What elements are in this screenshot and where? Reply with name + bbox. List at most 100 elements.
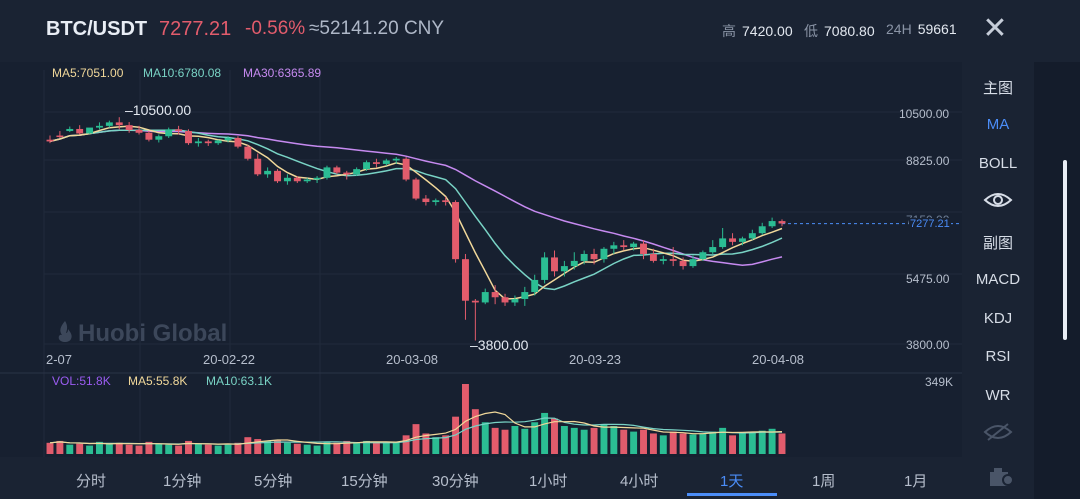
chart-area[interactable]	[0, 62, 962, 457]
tab-1w[interactable]: 1周	[812, 473, 836, 490]
volume-bar	[610, 426, 618, 454]
volume-bar	[560, 426, 568, 454]
volume-bar	[254, 439, 262, 454]
candle-body	[461, 259, 469, 301]
volume-bar	[372, 441, 380, 454]
volume-bar	[649, 433, 657, 454]
volume-bar	[758, 430, 766, 454]
candle-body	[234, 137, 242, 147]
candle-body	[551, 257, 558, 272]
tab-1d[interactable]: 1天	[720, 473, 744, 490]
date-axis-label: 20-04-08	[752, 352, 805, 367]
volume-bar	[224, 444, 232, 454]
candle-body	[570, 260, 578, 267]
volume-bar	[175, 445, 183, 454]
volume-bar	[145, 441, 153, 454]
indicator-kdj[interactable]: KDJ	[983, 310, 1013, 327]
volume-bar	[719, 427, 727, 454]
price-change: -0.56%	[245, 18, 306, 39]
volume-bar	[461, 384, 469, 454]
date-axis-label: 2-07	[46, 352, 73, 367]
volume-bar	[570, 427, 578, 454]
tab-time[interactable]: 分时	[76, 473, 107, 490]
huobi-logo-icon	[58, 321, 72, 342]
close-icon[interactable]: ✕	[982, 12, 1008, 45]
tab-30min[interactable]: 30分钟	[432, 473, 479, 490]
volume-bar	[778, 433, 786, 454]
volume-bar	[66, 444, 74, 454]
candle-body	[372, 162, 380, 164]
ma5-line	[49, 125, 783, 300]
candle-body	[748, 233, 756, 239]
price-axis-label: 3800.00	[906, 338, 950, 352]
tab-5min[interactable]: 5分钟	[254, 473, 293, 490]
low-value: 7080.80	[824, 23, 875, 39]
volume-bar	[313, 445, 321, 454]
tab-15min[interactable]: 15分钟	[341, 473, 388, 490]
indicator-ma[interactable]: MA	[986, 116, 1010, 133]
volume-bar	[115, 442, 123, 454]
settings-icon[interactable]	[988, 464, 1014, 488]
candle-body	[560, 266, 568, 272]
candle-body	[471, 300, 479, 303]
tab-1min[interactable]: 1分钟	[163, 473, 202, 490]
candle-body	[719, 238, 727, 248]
indicator-wr[interactable]: WR	[985, 387, 1011, 404]
candle-body	[501, 297, 509, 303]
indicator-macd[interactable]: MACD	[975, 271, 1021, 288]
eye-icon[interactable]	[962, 190, 1034, 214]
candle-body	[204, 141, 212, 144]
candle-body	[244, 146, 252, 159]
high-annotation: –10500.00	[125, 102, 192, 118]
volume-bar	[768, 428, 776, 454]
volume-bar	[46, 442, 54, 454]
candle-body	[699, 252, 707, 260]
candle-body	[353, 169, 361, 175]
scrollbar[interactable]	[1063, 160, 1067, 340]
indicator-rsi[interactable]: RSI	[985, 348, 1011, 365]
tab-1mon[interactable]: 1月	[904, 473, 928, 490]
high-stat: 高 7420.00	[722, 21, 793, 41]
volume-bar	[679, 433, 687, 454]
vol-label: VOL:51.8K	[52, 374, 111, 388]
vol-ma5-line	[49, 411, 783, 445]
candle-body	[56, 135, 64, 138]
volume-bar	[125, 444, 133, 454]
ma5-label: MA5:7051.00	[52, 66, 124, 80]
volume-bar	[551, 418, 558, 454]
volume-bar	[283, 442, 291, 454]
candle-body	[185, 131, 192, 144]
volume-bar	[481, 422, 489, 454]
volume-bar	[669, 431, 677, 454]
indicator-boll[interactable]: BOLL	[978, 155, 1018, 172]
candle-body	[422, 198, 430, 203]
candle-body	[640, 243, 647, 254]
pair-name[interactable]: BTC/USDT	[46, 18, 148, 40]
tab-4h[interactable]: 4小时	[620, 473, 659, 490]
volume-bar	[392, 441, 400, 454]
kline-chart[interactable]	[0, 62, 962, 457]
volume-bar	[264, 440, 272, 454]
candle-body	[125, 125, 133, 131]
volume-bar	[105, 443, 113, 454]
volume-bar	[640, 429, 647, 454]
volume-bar	[738, 433, 746, 454]
candle-body	[194, 141, 202, 144]
volume-bar	[620, 429, 628, 454]
candle-body	[165, 129, 173, 137]
candle-body	[86, 127, 94, 134]
candle-body	[412, 179, 420, 199]
interval-tabs: 分时 1分钟 5分钟 15分钟 30分钟 1小时 4小时 1天 1周 1月	[0, 457, 962, 499]
volume-bar	[442, 435, 450, 454]
volume-bar	[204, 444, 212, 454]
eye-off-icon[interactable]	[962, 422, 1034, 446]
volume-bar	[244, 437, 252, 454]
volume-bar	[194, 443, 202, 454]
candle-body	[630, 243, 638, 248]
tab-1h[interactable]: 1小时	[529, 473, 568, 490]
low-label: 低	[804, 23, 818, 39]
ma10-label: MA10:6780.08	[143, 66, 222, 80]
high-label: 高	[722, 23, 736, 39]
volume-bar	[541, 412, 549, 454]
volume-bar	[343, 440, 351, 454]
